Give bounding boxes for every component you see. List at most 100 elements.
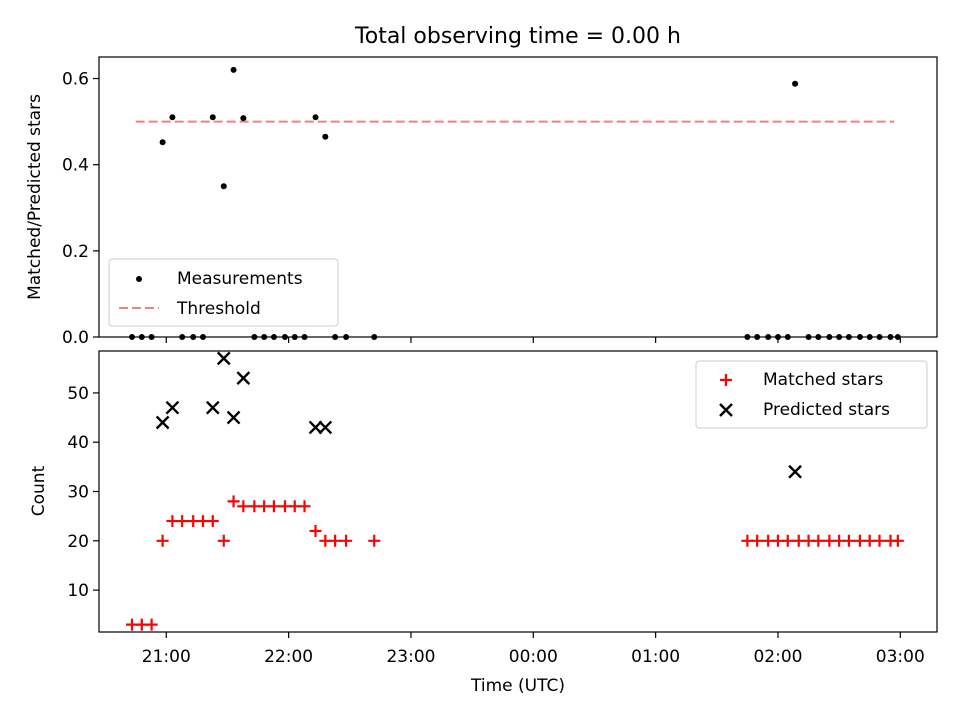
measurement-point: [209, 114, 216, 121]
matched-star-point: [227, 495, 240, 508]
measurement-point: [322, 133, 329, 140]
top-y-tick-label: 0.6: [62, 70, 89, 90]
x-tick-label: 21:00: [142, 647, 191, 667]
measurement-point: [230, 66, 237, 73]
measurement-point: [240, 115, 247, 122]
measurement-point: [199, 334, 206, 340]
matched-star-point: [176, 515, 189, 528]
predicted-star-point: [165, 400, 180, 415]
measurement-point: [792, 80, 799, 87]
measurement-point: [332, 334, 339, 340]
bottom-y-tick-label: 30: [67, 483, 89, 503]
bottom-y-tick-label: 10: [67, 581, 89, 601]
top-y-ticks: 0.0 0.2 0.4 0.6: [62, 70, 99, 348]
measurement-points: [129, 66, 901, 340]
bottom-legend-box: [695, 360, 928, 429]
matched-star-point: [217, 534, 230, 547]
top-y-tick-label: 0.2: [62, 242, 89, 262]
matched-star-point: [781, 534, 794, 547]
matched-star-point: [751, 534, 764, 547]
x-tick-label: 01:00: [631, 647, 680, 667]
measurement-point: [220, 183, 227, 190]
legend-predicted-symbol: [719, 403, 733, 417]
x-tick-label: 00:00: [509, 647, 558, 667]
bottom-legend: Matched stars Predicted stars: [695, 360, 928, 429]
predicted-star-point: [318, 420, 333, 435]
predicted-star-points: [155, 351, 802, 479]
measurement-point: [301, 334, 308, 340]
measurement-point: [261, 334, 268, 340]
measurement-point: [312, 114, 319, 121]
matched-star-point: [237, 500, 250, 513]
legend-predicted-marker: [719, 403, 733, 417]
measurement-point: [148, 334, 155, 340]
measurement-point: [856, 334, 863, 340]
matched-star-point: [812, 534, 825, 547]
bottom-y-ticks: 10 20 30 40 50: [67, 384, 99, 601]
top-legend: Measurements Threshold: [108, 258, 339, 327]
predicted-star-point: [216, 351, 231, 366]
matched-star-point: [309, 524, 322, 537]
matched-star-point: [340, 534, 353, 547]
measurement-point: [805, 334, 812, 340]
bottom-x-ticks: 21:00 22:00 23:00 00:00 01:00 02:00 03:00: [142, 632, 925, 667]
matched-star-point: [298, 500, 311, 513]
legend-matched-symbol: [720, 374, 732, 386]
matched-star-point: [267, 500, 280, 513]
x-tick-label: 22:00: [264, 647, 313, 667]
measurement-point: [774, 334, 781, 340]
measurement-point: [826, 334, 833, 340]
top-legend-box: [108, 258, 339, 327]
bottom-y-tick-label: 50: [67, 384, 89, 404]
measurement-point: [159, 139, 166, 146]
x-tick-label: 02:00: [753, 647, 802, 667]
bottom-y-tick-label: 20: [67, 532, 89, 552]
measurement-point: [281, 334, 288, 340]
top-y-axis-label: Matched/Predicted stars: [25, 94, 45, 300]
measurement-point: [129, 334, 136, 340]
measurement-point: [866, 334, 873, 340]
measurement-point: [876, 334, 883, 340]
x-tick-label: 23:00: [386, 647, 435, 667]
measurement-point: [179, 334, 186, 340]
predicted-star-point: [788, 464, 802, 479]
predicted-star-point: [308, 420, 323, 435]
predicted-star-point: [236, 371, 251, 385]
top-y-tick-label: 0.4: [62, 156, 89, 176]
bottom-panel: 10 20 30 40 50 21:00 22:00 23:00 00:00 01:00 02:0…: [29, 350, 938, 696]
matched-star-point: [368, 534, 381, 547]
measurement-point: [887, 334, 894, 340]
measurement-point: [894, 334, 901, 340]
measurement-point: [138, 334, 145, 340]
matched-star-point: [842, 534, 855, 547]
legend-measurements-label: Measurements: [177, 269, 303, 289]
measurement-point: [270, 334, 277, 340]
legend-predicted-label: Predicted stars: [763, 400, 890, 420]
measurement-point: [343, 334, 350, 340]
legend-matched-marker: [720, 374, 732, 386]
x-axis-label: Time (UTC): [470, 676, 565, 696]
top-y-tick-label: 0.0: [62, 328, 89, 348]
top-panel: 0.0 0.2 0.4 0.6 Matched/Predicted stars Mea…: [25, 56, 938, 348]
matched-star-points: [126, 495, 904, 631]
measurement-point: [744, 334, 751, 340]
legend-threshold-label: Threshold: [176, 299, 261, 319]
predicted-star-point: [155, 415, 170, 430]
matched-star-point: [206, 515, 219, 528]
measurement-point: [784, 334, 791, 340]
measurement-point: [836, 334, 843, 340]
matched-star-point: [156, 534, 169, 547]
predicted-star-point: [205, 400, 220, 415]
bottom-y-tick-label: 40: [67, 433, 89, 453]
matched-star-point: [145, 618, 158, 631]
measurement-point: [169, 114, 176, 121]
measurement-point: [815, 334, 822, 340]
measurement-point: [754, 334, 761, 340]
matched-star-point: [891, 534, 904, 547]
matched-star-point: [873, 534, 886, 547]
legend-measurements-marker: [136, 276, 142, 282]
x-tick-label: 03:00: [876, 647, 925, 667]
chart-title: Total observing time = 0.00 h: [354, 24, 681, 49]
measurement-point: [371, 334, 378, 340]
